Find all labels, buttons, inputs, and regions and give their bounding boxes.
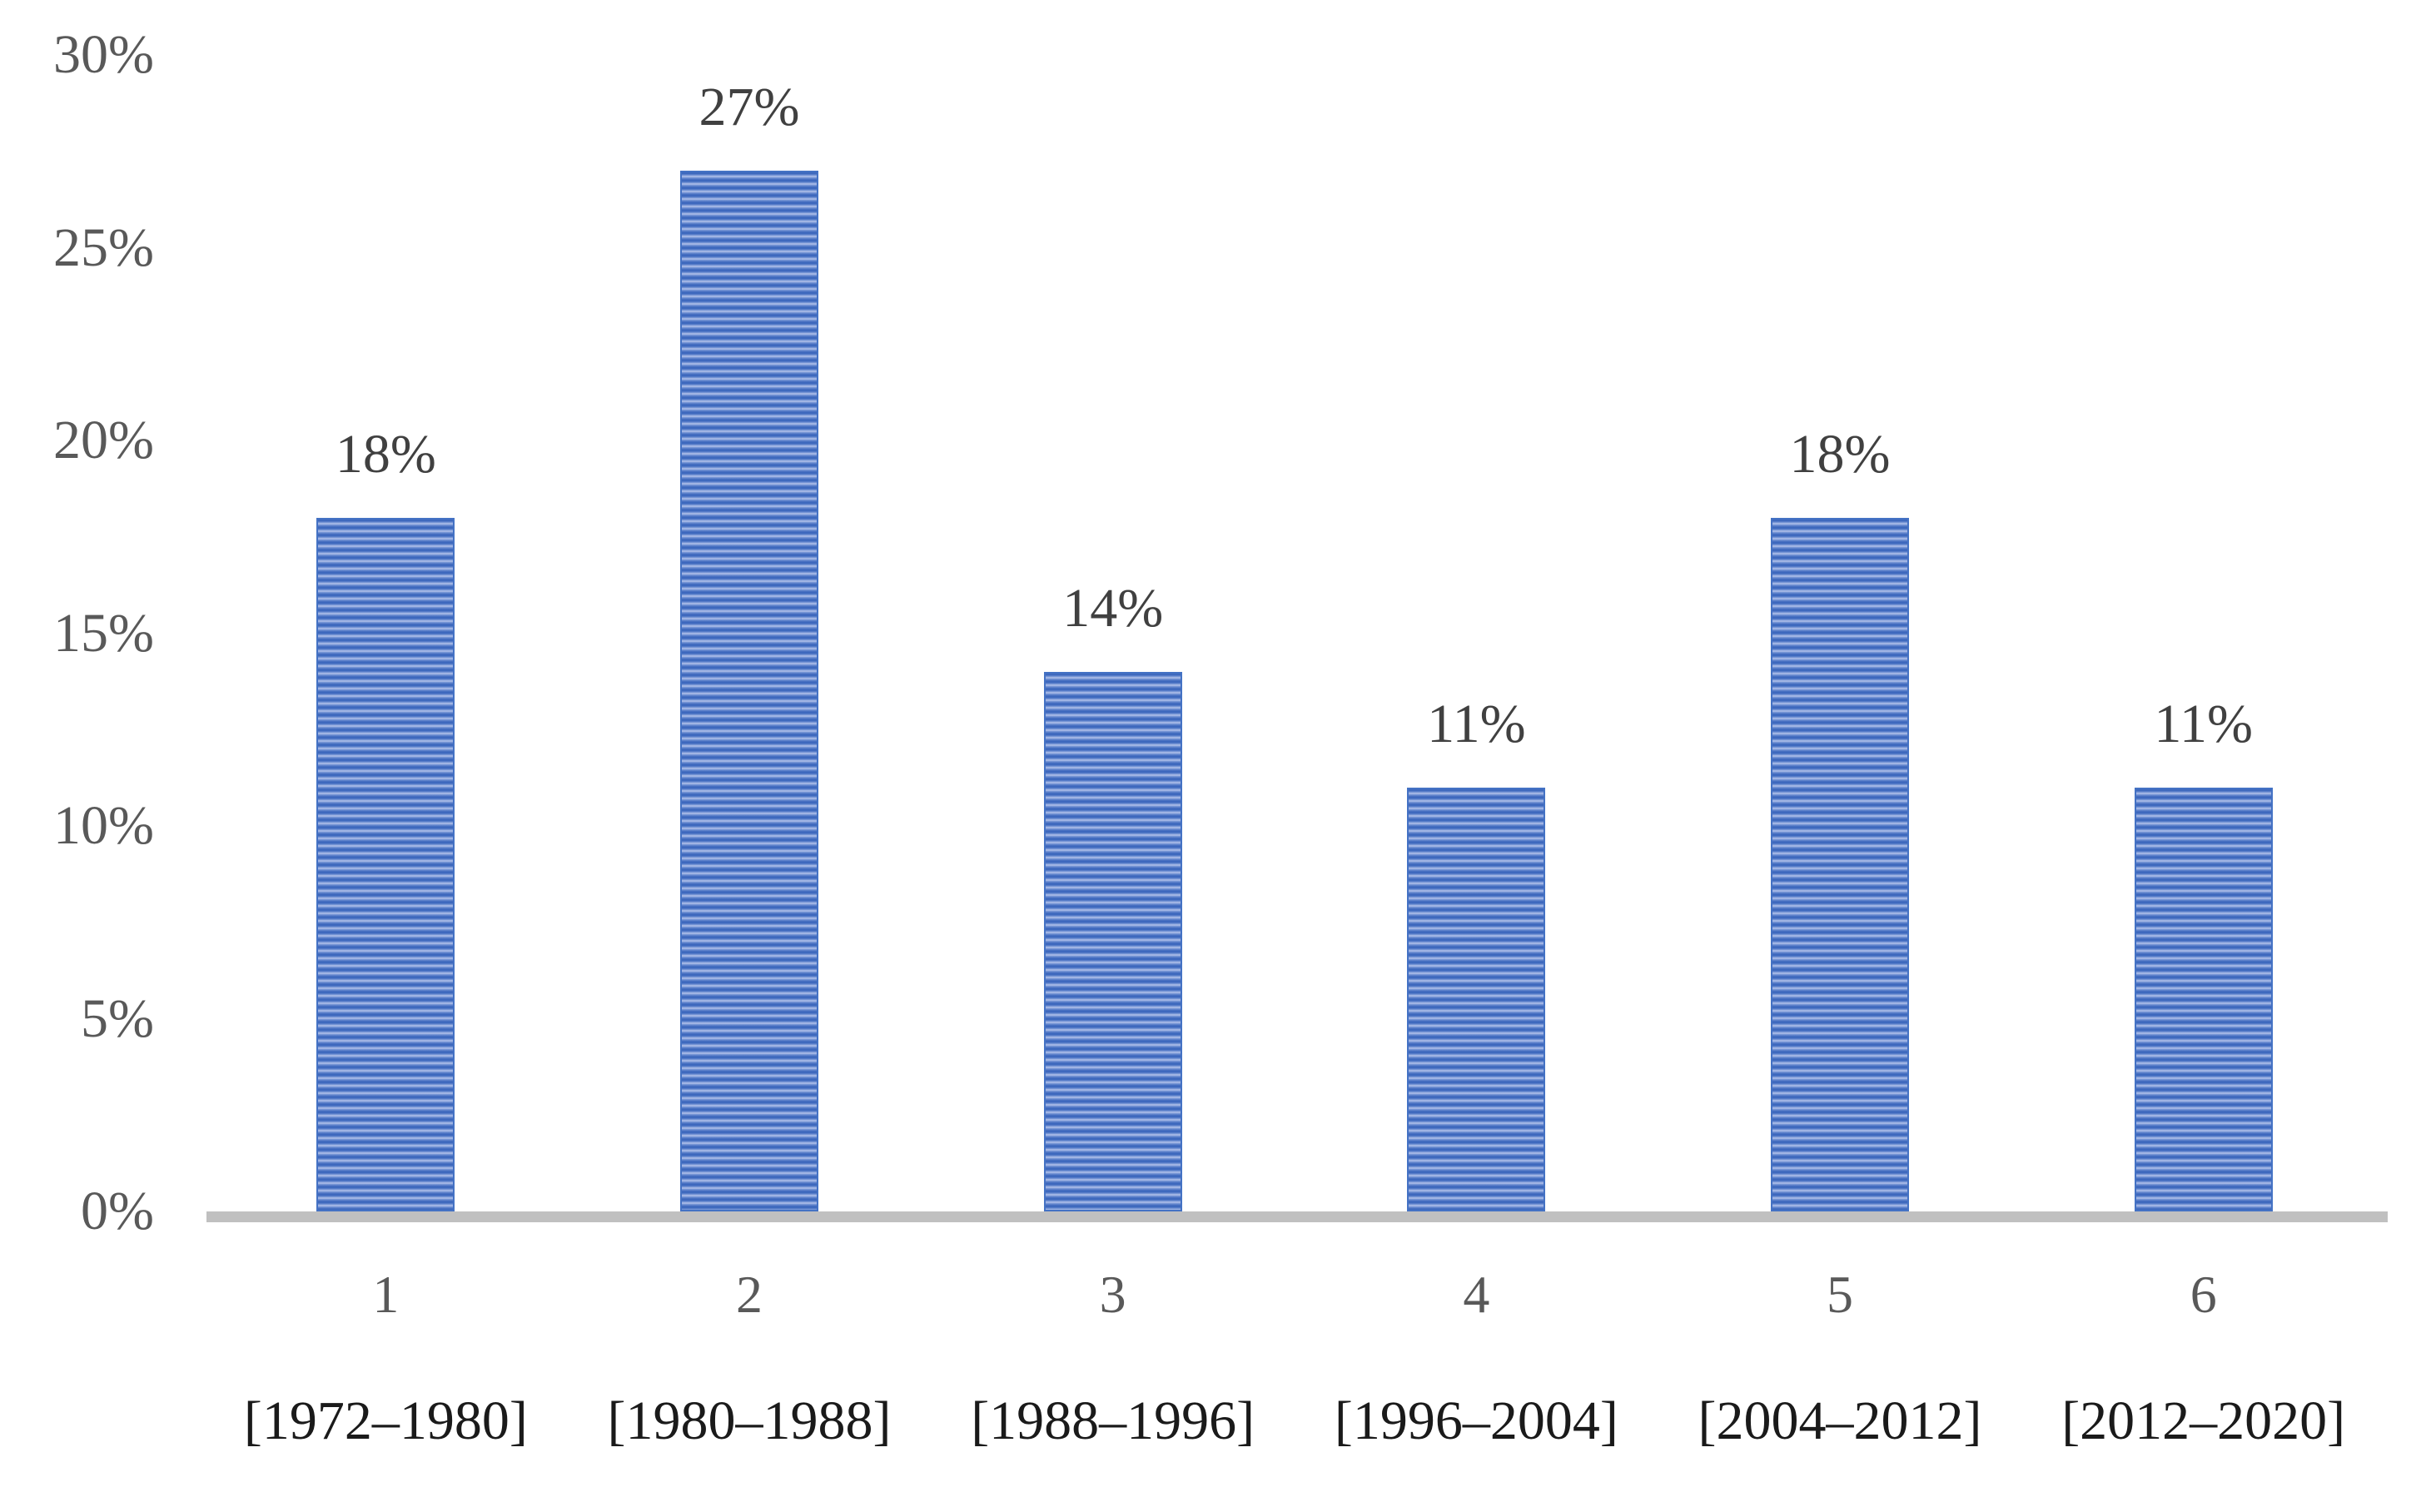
x-range-label-5: [2004–2012] bbox=[1698, 1390, 1982, 1451]
x-tick-label-1: 1 bbox=[372, 1265, 400, 1324]
bar-group-2: 27% bbox=[568, 74, 932, 1211]
bar-value-label: 14% bbox=[1062, 578, 1164, 639]
x-range-label-6: [2012–2020] bbox=[2061, 1390, 2346, 1451]
x-tick-label-2: 2 bbox=[736, 1265, 763, 1324]
bar bbox=[316, 518, 455, 1211]
bar-value-label: 11% bbox=[1427, 694, 1526, 754]
bar bbox=[680, 171, 818, 1211]
bar-group-6: 11% bbox=[2021, 691, 2385, 1211]
y-tick-label-20: 20% bbox=[53, 410, 154, 470]
bar-group-1: 18% bbox=[204, 421, 568, 1211]
bar-value-label: 18% bbox=[1789, 424, 1891, 485]
x-range-label-2: [1980–1988] bbox=[607, 1390, 892, 1451]
bar-value-label: 18% bbox=[335, 424, 436, 485]
x-axis-category-row: 1 2 3 4 5 6 bbox=[204, 1260, 2385, 1330]
x-axis-line bbox=[206, 1211, 2388, 1222]
y-tick-label-25: 25% bbox=[53, 217, 154, 278]
y-tick-label-5: 5% bbox=[81, 988, 154, 1049]
x-tick-label-5: 5 bbox=[1827, 1265, 1854, 1324]
x-range-label-1: [1972–1980] bbox=[243, 1390, 528, 1451]
bar-value-label: 27% bbox=[698, 77, 800, 137]
bar bbox=[1771, 518, 1910, 1211]
bar bbox=[2134, 788, 2273, 1211]
y-tick-label-30: 30% bbox=[53, 24, 154, 85]
bar-group-3: 14% bbox=[931, 575, 1295, 1211]
x-tick-label-3: 3 bbox=[1099, 1265, 1126, 1324]
y-tick-label-0: 0% bbox=[81, 1181, 154, 1241]
bar-group-5: 18% bbox=[1658, 421, 2022, 1211]
x-axis-range-row: [1972–1980] [1980–1988] [1988–1996] [199… bbox=[204, 1384, 2385, 1459]
x-tick-label-6: 6 bbox=[2190, 1265, 2217, 1324]
y-tick-label-10: 10% bbox=[53, 795, 154, 856]
x-range-label-4: [1996–2004] bbox=[1334, 1390, 1618, 1451]
bar bbox=[1407, 788, 1546, 1211]
bar-group-4: 11% bbox=[1295, 691, 1658, 1211]
x-tick-label-4: 4 bbox=[1463, 1265, 1490, 1324]
bar-value-label: 11% bbox=[2154, 694, 2253, 754]
bar bbox=[1043, 672, 1182, 1211]
x-range-label-3: [1988–1996] bbox=[971, 1390, 1255, 1451]
plot-area: 18% 27% 14% 11% 18% 11% bbox=[204, 0, 2385, 1211]
y-tick-label-15: 15% bbox=[53, 603, 154, 664]
